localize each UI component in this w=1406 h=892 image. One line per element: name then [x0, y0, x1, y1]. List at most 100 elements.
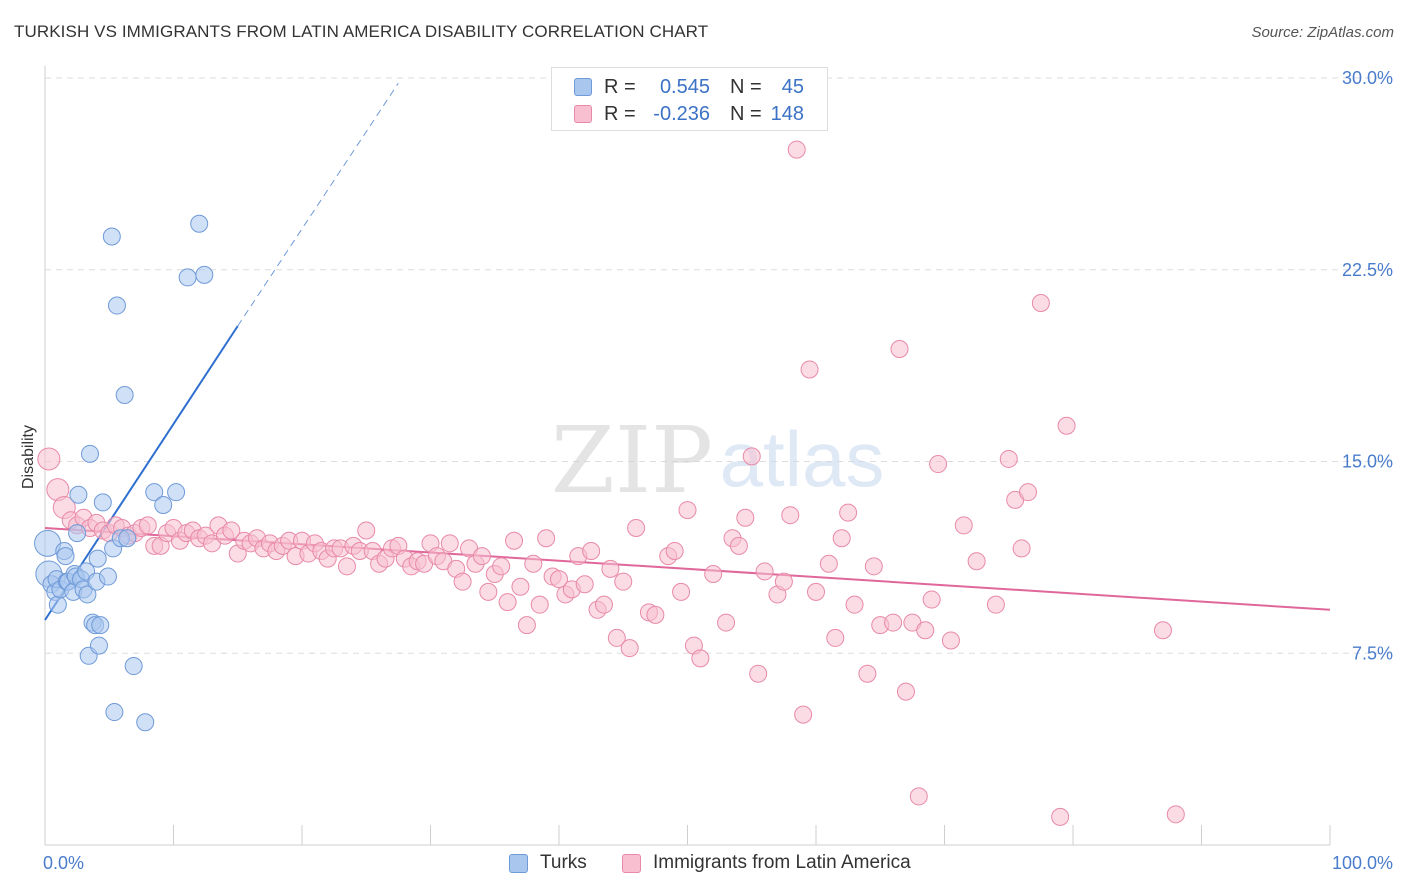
data-point	[986, 595, 1005, 614]
data-point	[691, 649, 710, 668]
data-point	[178, 268, 197, 287]
series-label-latin-america: Immigrants from Latin America	[653, 852, 911, 873]
data-point	[453, 572, 472, 591]
data-point	[627, 518, 646, 537]
data-point	[1057, 416, 1076, 435]
data-point	[794, 705, 813, 724]
data-point	[88, 549, 107, 568]
series-label-turks: Turks	[540, 852, 587, 873]
data-point	[492, 557, 511, 576]
legend-row-turks: R = 0.545 N = 45	[574, 75, 804, 99]
x-tick-label: 0.0%	[43, 853, 84, 873]
legend-swatch-turks	[574, 78, 592, 96]
data-point	[594, 595, 613, 614]
data-point	[839, 503, 858, 522]
data-point	[498, 593, 517, 612]
data-point	[614, 572, 633, 591]
data-point	[167, 483, 186, 502]
data-point	[1019, 483, 1038, 502]
watermark-zip: ZIP	[551, 407, 713, 514]
series-swatch-latin-america	[622, 853, 641, 873]
data-point	[575, 575, 594, 594]
data-point	[646, 605, 665, 624]
data-point	[800, 360, 819, 379]
data-point	[909, 787, 928, 806]
data-point	[89, 636, 108, 655]
data-points	[34, 140, 1185, 826]
data-point	[890, 340, 909, 359]
data-point	[929, 455, 948, 474]
data-point	[864, 557, 883, 576]
data-point	[781, 506, 800, 525]
data-point	[1153, 621, 1172, 640]
legend-r-value: -0.236	[653, 102, 710, 125]
data-point	[601, 559, 620, 578]
data-point	[48, 595, 67, 614]
data-point	[704, 564, 723, 583]
data-point	[91, 616, 110, 635]
data-point	[922, 590, 941, 609]
data-point	[357, 521, 376, 540]
data-point	[78, 585, 97, 604]
stats-legend: R = 0.545 N = 45 R = -0.236 N = 148	[551, 67, 828, 131]
data-point	[954, 516, 973, 535]
data-point	[80, 444, 99, 463]
data-point	[37, 447, 61, 471]
data-point	[190, 214, 209, 233]
data-point	[819, 554, 838, 573]
data-point	[69, 485, 88, 504]
legend-swatch-latin-america	[574, 105, 592, 123]
legend-r-value: 0.545	[659, 75, 710, 98]
data-point	[807, 582, 825, 601]
data-point	[222, 521, 241, 540]
legend-n-value: 148	[770, 102, 804, 125]
legend-n-label: N =	[730, 102, 762, 125]
data-point	[118, 529, 137, 548]
data-point	[136, 713, 155, 732]
data-point	[440, 534, 459, 553]
data-point	[479, 582, 498, 601]
data-point	[550, 570, 568, 589]
series-legend-turks: Turks	[509, 852, 587, 874]
data-point	[755, 562, 774, 581]
data-point	[98, 567, 117, 586]
data-point	[530, 595, 549, 614]
source-credit: Source: ZipAtlas.com	[1251, 24, 1394, 41]
data-point	[511, 577, 530, 596]
data-point	[145, 483, 164, 502]
data-point	[672, 582, 691, 601]
data-point	[524, 554, 543, 573]
chart-title: TURKISH VS IMMIGRANTS FROM LATIN AMERICA…	[14, 22, 709, 41]
series-swatch-turks	[509, 853, 528, 873]
trend-extension-turks	[237, 82, 399, 327]
data-point	[105, 703, 124, 722]
data-point	[845, 595, 864, 614]
y-tick-label: 7.5%	[1352, 643, 1393, 663]
y-tick-label: 22.5%	[1342, 260, 1393, 280]
y-axis-label: Disability	[20, 425, 37, 489]
tick-labels: 7.5% 15.0% 22.5% 30.0% 0.0% 100.0%	[43, 68, 1393, 873]
data-point	[1012, 539, 1031, 558]
data-point	[93, 493, 112, 512]
data-point	[916, 621, 935, 640]
series-legend-latin-america: Immigrants from Latin America	[622, 852, 911, 874]
legend-n-value: 45	[781, 75, 804, 98]
data-point	[68, 524, 87, 543]
data-point	[832, 529, 851, 548]
series-legend: Turks Immigrants from Latin America	[0, 852, 1406, 878]
data-point	[826, 628, 845, 647]
data-point	[138, 516, 157, 535]
y-tick-label: 15.0%	[1342, 452, 1393, 472]
legend-r-label: R =	[604, 102, 636, 125]
data-point	[517, 616, 536, 635]
data-point	[678, 501, 697, 520]
y-tick-label: 30.0%	[1342, 68, 1393, 88]
data-point	[774, 572, 793, 591]
x-tick-label: 100.0%	[1332, 853, 1393, 873]
legend-n-label: N =	[730, 75, 762, 98]
data-point	[941, 631, 960, 650]
data-point	[1031, 293, 1050, 312]
data-point	[505, 531, 524, 550]
data-point	[154, 495, 173, 514]
